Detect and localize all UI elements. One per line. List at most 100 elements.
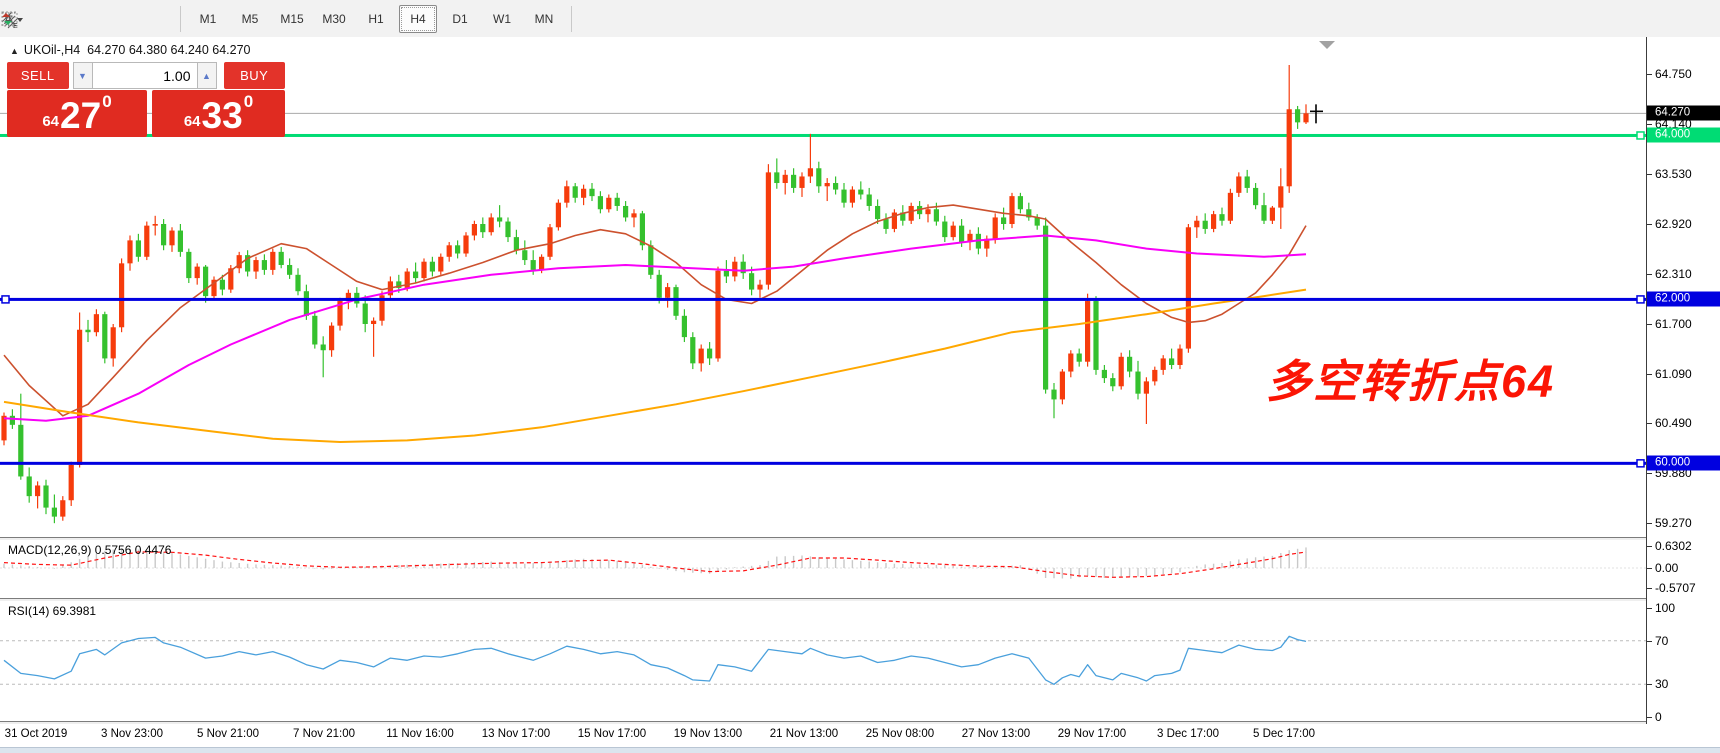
time-label: 13 Nov 17:00 bbox=[481, 728, 551, 740]
time-label: 27 Nov 13:00 bbox=[961, 728, 1031, 740]
timeframe-button-m1[interactable]: M1 bbox=[199, 11, 217, 26]
rsi-tick-70-tick bbox=[1647, 640, 1652, 642]
timeframe-button-m15[interactable]: M15 bbox=[280, 11, 304, 26]
sell-price-panel[interactable]: 64 27 0 bbox=[7, 90, 147, 137]
toolbar-separator bbox=[180, 5, 181, 32]
macd-tick-0.00-tick bbox=[1647, 568, 1652, 569]
rsi-tick-0-tick bbox=[1647, 717, 1652, 718]
timeframe-button-m30[interactable]: M30 bbox=[322, 11, 346, 26]
toolbar-separator-2 bbox=[571, 5, 572, 32]
volume-increase-button[interactable]: ▲ bbox=[196, 62, 217, 89]
price-badge-64.270: 64.270 bbox=[1647, 105, 1720, 121]
price-badge-64.000: 64.000 bbox=[1647, 127, 1720, 143]
svg-text:A: A bbox=[4, 11, 14, 27]
price-tick-59.270-tick bbox=[1647, 523, 1652, 525]
timeframe-group: M1 M5 M15 M30 H1 H4 D1 W1 MN bbox=[187, 4, 565, 33]
svg-text:E: E bbox=[13, 23, 18, 29]
price-tick-62.310: 62.310 bbox=[1655, 267, 1692, 281]
macd-tick-0.6302: 0.6302 bbox=[1655, 538, 1692, 553]
price-tick-61.090: 61.090 bbox=[1655, 367, 1692, 381]
volume-input[interactable] bbox=[92, 62, 197, 89]
price-tick-64.140-tick bbox=[1647, 124, 1652, 125]
symbol-period-label: UKOil-,H4 bbox=[23, 43, 81, 57]
price-tick-62.310-tick bbox=[1647, 274, 1652, 275]
price-badge-62.000: 62.000 bbox=[1647, 291, 1720, 307]
sell-price-sup: 0 bbox=[102, 92, 112, 111]
time-label: 3 Dec 17:00 bbox=[1156, 728, 1220, 740]
price-tick-60.490-tick bbox=[1647, 423, 1652, 425]
time-label: 21 Nov 13:00 bbox=[769, 728, 839, 740]
buy-price-prefix: 64 bbox=[183, 113, 201, 130]
price-tick-59.880-tick bbox=[1647, 473, 1652, 475]
price-tick-61.090-tick bbox=[1647, 374, 1652, 375]
macd-pane[interactable] bbox=[0, 540, 1646, 598]
text-icon[interactable]: A bbox=[4, 4, 105, 34]
price-tick-62.920: 62.920 bbox=[1655, 217, 1692, 231]
svg-text:T: T bbox=[6, 14, 13, 26]
rsi-pane[interactable] bbox=[0, 601, 1646, 722]
rsi-tick-0: 0 bbox=[1655, 710, 1662, 724]
fibonacci-icon[interactable]: F bbox=[2, 4, 71, 34]
svg-text:F: F bbox=[13, 23, 17, 29]
price-tick-64.750-tick bbox=[1647, 74, 1652, 75]
time-label: 19 Nov 13:00 bbox=[673, 728, 743, 740]
chart-title: ▲ UKOil-,H4 64.270 64.380 64.240 64.270 bbox=[10, 43, 251, 57]
macd-tick-0.00: 0.00 bbox=[1655, 561, 1679, 575]
sell-price-big: 27 bbox=[60, 95, 102, 136]
time-label: 15 Nov 17:00 bbox=[577, 728, 647, 740]
one-click-trading-widget: SELL ▼ ▲ BUY 64 27 0 64 33 0 bbox=[7, 62, 285, 137]
time-label: 31 Oct 2019 bbox=[4, 728, 68, 740]
buy-price-big: 33 bbox=[201, 95, 243, 136]
rsi-tick-100-tick bbox=[1647, 608, 1652, 609]
time-label: 25 Nov 08:00 bbox=[865, 728, 935, 740]
arrow-objects-icon[interactable] bbox=[2, 4, 173, 34]
time-label: 11 Nov 16:00 bbox=[386, 728, 454, 740]
rsi-tick-30: 30 bbox=[1655, 677, 1669, 692]
price-tick-61.700-tick bbox=[1647, 324, 1652, 325]
chart-text-annotation[interactable]: 多空转折点64 bbox=[1266, 356, 1556, 407]
buy-button[interactable]: BUY bbox=[223, 62, 285, 89]
collapse-panel-arrow-icon[interactable]: ▲ bbox=[10, 46, 19, 56]
time-label: 3 Nov 23:00 bbox=[100, 728, 164, 740]
macd-tick-0.6302-tick bbox=[1647, 545, 1652, 547]
timeframe-button-h4[interactable]: H4 bbox=[399, 4, 437, 33]
status-bar-edge bbox=[0, 747, 1720, 753]
rsi-tick-100: 100 bbox=[1655, 601, 1676, 615]
timeframe-button-d1[interactable]: D1 bbox=[452, 11, 468, 26]
ohlc-values: 64.270 64.380 64.240 64.270 bbox=[87, 43, 251, 57]
axis-border-line bbox=[1646, 37, 1647, 724]
timeframe-button-m5[interactable]: M5 bbox=[241, 11, 259, 26]
price-tick-63.530: 63.530 bbox=[1655, 167, 1692, 181]
price-axis-panel[interactable]: 64.750 64.140 63.530 62.920 62.310 61.700 61.0… bbox=[1647, 37, 1720, 724]
time-label: 5 Dec 17:00 bbox=[1252, 728, 1316, 740]
price-tick-61.700: 61.700 bbox=[1655, 317, 1692, 331]
time-label: 29 Nov 17:00 bbox=[1057, 728, 1127, 740]
sell-price-prefix: 64 bbox=[42, 113, 60, 130]
time-label: 5 Nov 21:00 bbox=[196, 728, 260, 740]
timeframe-button-mn[interactable]: MN bbox=[534, 11, 554, 26]
timeframe-button-h1[interactable]: H1 bbox=[368, 11, 384, 26]
rsi-tick-30-tick bbox=[1647, 684, 1652, 686]
buy-price-sup: 0 bbox=[243, 92, 254, 111]
time-axis[interactable]: 31 Oct 2019 3 Nov 23:00 5 Nov 21:00 7 Nov 2… bbox=[0, 724, 1720, 747]
price-tick-59.270: 59.270 bbox=[1655, 516, 1692, 531]
rsi-label: RSI(14) 69.3981 bbox=[8, 604, 97, 618]
price-tick-63.530-tick bbox=[1647, 174, 1652, 175]
timeframe-button-w1[interactable]: W1 bbox=[493, 11, 511, 26]
sell-button[interactable]: SELL bbox=[7, 62, 69, 89]
text-label-icon[interactable]: T bbox=[1, 4, 139, 34]
macd-label: MACD(12,26,9) 0.5756 0.4476 bbox=[8, 543, 172, 557]
rsi-tick-70: 70 bbox=[1655, 633, 1669, 648]
volume-decrease-button[interactable]: ▼ bbox=[72, 62, 93, 89]
price-badge-60.000: 60.000 bbox=[1647, 455, 1720, 471]
macd-tick--0.5707-tick bbox=[1647, 588, 1652, 590]
price-tick-62.920-tick bbox=[1647, 224, 1652, 225]
time-label: 7 Nov 21:00 bbox=[292, 728, 356, 740]
price-tick-64.750: 64.750 bbox=[1655, 67, 1692, 81]
macd-tick--0.5707: -0.5707 bbox=[1655, 581, 1696, 596]
buy-price-panel[interactable]: 64 33 0 bbox=[152, 90, 285, 137]
price-tick-60.490: 60.490 bbox=[1655, 416, 1692, 431]
